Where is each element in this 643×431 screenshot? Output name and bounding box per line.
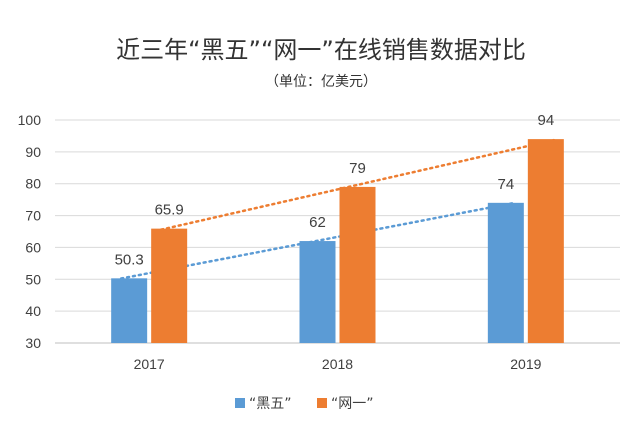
- bars: [111, 139, 564, 343]
- y-tick-label: 40: [25, 303, 41, 319]
- bar: [151, 228, 188, 343]
- bar: [111, 278, 148, 343]
- data-labels: 50.3 65.9 62 79 74 94: [115, 112, 555, 268]
- data-label: 62: [309, 214, 326, 231]
- data-label: 79: [349, 160, 366, 177]
- legend-swatch: [317, 398, 327, 408]
- legend-swatch: [235, 398, 245, 408]
- data-label: 74: [497, 176, 514, 193]
- bar: [527, 139, 564, 343]
- bar: [487, 202, 524, 343]
- x-tick-label: 2018: [322, 356, 353, 372]
- bar: [299, 241, 336, 343]
- data-label: 94: [537, 112, 554, 129]
- y-tick-label: 80: [25, 176, 41, 192]
- y-tick-label: 60: [25, 239, 41, 255]
- y-tick-label: 100: [18, 112, 42, 128]
- data-label: 65.9: [155, 202, 184, 219]
- chart-subtitle: （单位：亿美元）: [265, 74, 377, 90]
- y-tick-label: 30: [25, 335, 41, 351]
- y-tick-label: 50: [25, 271, 41, 287]
- legend: “黑五” “网一”: [235, 396, 374, 412]
- x-tick-label: 2019: [510, 356, 541, 372]
- data-label: 50.3: [115, 251, 144, 268]
- axes: 30 40 50 60 70 80 90 100 2017 2018 2019: [18, 112, 542, 372]
- y-tick-label: 70: [25, 208, 41, 224]
- legend-label: “网一”: [331, 396, 374, 412]
- bar: [339, 186, 376, 343]
- y-tick-label: 90: [25, 144, 41, 160]
- gridlines: [55, 119, 620, 344]
- legend-label: “黑五”: [249, 396, 292, 412]
- chart-title: 近三年“黑五”“网一”在线销售数据对比: [116, 36, 526, 64]
- x-tick-label: 2017: [134, 356, 165, 372]
- trendline: [159, 138, 556, 231]
